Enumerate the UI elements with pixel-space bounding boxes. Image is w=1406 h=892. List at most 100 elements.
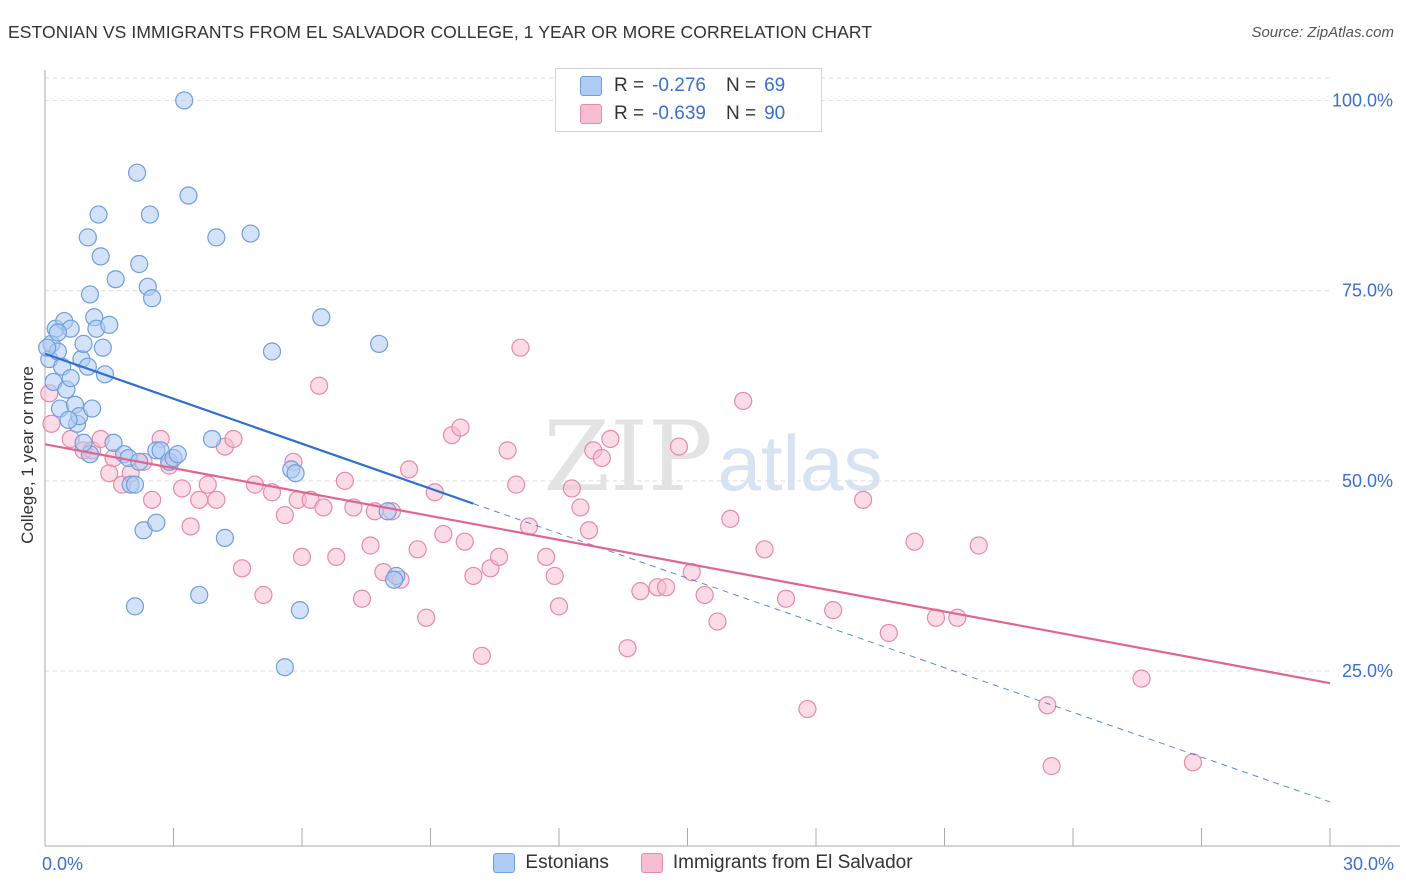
r-label: R = [614, 75, 645, 96]
trend-lines [44, 352, 1331, 803]
estonians-trend-extension [473, 503, 1331, 803]
legend-row-salvador: R = -0.639 N = 90 [580, 102, 785, 126]
estonians-point [104, 433, 123, 452]
y-tick-label: 100.0% [1332, 90, 1393, 110]
legend-item-estonians[interactable]: Estonians [493, 852, 609, 874]
chart-title: ESTONIAN VS IMMIGRANTS FROM EL SALVADOR … [8, 22, 873, 42]
estonians-point [190, 585, 209, 605]
salvador-swatch [640, 853, 663, 873]
n-label: N = [725, 75, 757, 96]
salvador-point [198, 475, 217, 494]
stats-legend: R = -0.276 N = 69 R = -0.639 N = 90 [555, 68, 822, 132]
salvador-point [172, 479, 192, 498]
x-tick-label: 30.0% [1343, 854, 1394, 874]
estonians-point [384, 570, 404, 589]
salvador-point [631, 582, 650, 601]
y-tick-label: 75.0% [1342, 281, 1393, 301]
estonians-point [91, 247, 110, 266]
salvador-point [361, 536, 380, 555]
estonians-point [142, 289, 162, 308]
estonians-point [125, 475, 145, 494]
estonians-point [262, 342, 282, 361]
estonians-point [202, 429, 222, 449]
estonians-point [147, 513, 166, 532]
salvador-point [335, 471, 354, 490]
estonians-point [74, 433, 93, 452]
salvador-point [310, 376, 329, 395]
salvador-point [224, 429, 243, 449]
y-tick-label: 50.0% [1342, 471, 1393, 491]
salvador-point [905, 532, 924, 551]
salvador-point [695, 585, 714, 605]
estonians-point [286, 464, 305, 483]
salvador-point [42, 414, 61, 433]
n-value: 90 [764, 103, 786, 124]
estonians-point [61, 369, 80, 388]
legend-label-estonians: Estonians [525, 852, 609, 873]
series-estonians-points [38, 91, 406, 677]
salvador-point [1038, 696, 1057, 715]
salvador-point [1183, 753, 1203, 772]
salvador-point [579, 521, 599, 540]
salvador-point [275, 505, 294, 525]
estonians-swatch [580, 76, 602, 96]
source-label: Source: ZipAtlas.com [1251, 24, 1394, 41]
salvador-point [314, 498, 333, 517]
estonians-point [106, 270, 125, 289]
salvador-point [601, 429, 620, 449]
estonians-point [215, 528, 234, 547]
estonians-point [175, 91, 194, 110]
salvador-point [472, 646, 491, 665]
salvador-trend-line [44, 443, 1331, 685]
y-tick-label: 25.0% [1342, 661, 1393, 681]
estonians-trend-line [44, 352, 474, 505]
salvador-point [562, 479, 581, 498]
salvador-point [417, 608, 436, 627]
watermark-atlas: atlas [718, 419, 883, 507]
salvador-point [545, 566, 564, 586]
estonians-point [168, 445, 187, 464]
r-value: -0.276 [652, 75, 706, 96]
series-legend: Estonians Immigrants from El Salvador [0, 852, 1406, 874]
estonians-point [130, 254, 149, 274]
salvador-point [571, 498, 590, 517]
salvador-point [969, 536, 988, 555]
salvador-point [708, 612, 727, 631]
salvador-point [656, 578, 676, 597]
grid-lines [45, 77, 1330, 672]
salvador-point [537, 547, 556, 567]
salvador-point [507, 475, 526, 494]
estonians-point [275, 658, 294, 677]
estonians-point [48, 323, 67, 342]
salvador-point [798, 699, 817, 719]
axes [44, 70, 1400, 847]
salvador-point [511, 338, 530, 357]
estonians-point [140, 205, 160, 224]
salvador-point [498, 441, 517, 460]
salvador-point [399, 460, 419, 479]
salvador-point [292, 547, 312, 567]
salvador-point [734, 391, 753, 411]
salvador-point [755, 540, 774, 559]
salvador-point [464, 566, 483, 586]
salvador-point [489, 547, 509, 567]
legend-item-salvador[interactable]: Immigrants from El Salvador [640, 852, 913, 874]
salvador-point [455, 532, 474, 551]
estonians-point [93, 338, 112, 357]
salvador-point [879, 623, 898, 643]
salvador-point [181, 517, 200, 536]
salvador-point [549, 597, 569, 616]
estonians-point [89, 205, 108, 224]
salvador-point [451, 418, 470, 437]
estonians-swatch [493, 853, 516, 873]
estonians-point [378, 502, 397, 521]
salvador-point [776, 589, 796, 608]
salvador-point [592, 448, 611, 468]
r-label: R = [614, 103, 645, 124]
salvador-point [669, 437, 689, 456]
n-value: 69 [764, 75, 786, 96]
estonians-point [74, 334, 93, 353]
salvador-point [232, 559, 252, 578]
estonians-point [127, 163, 147, 182]
